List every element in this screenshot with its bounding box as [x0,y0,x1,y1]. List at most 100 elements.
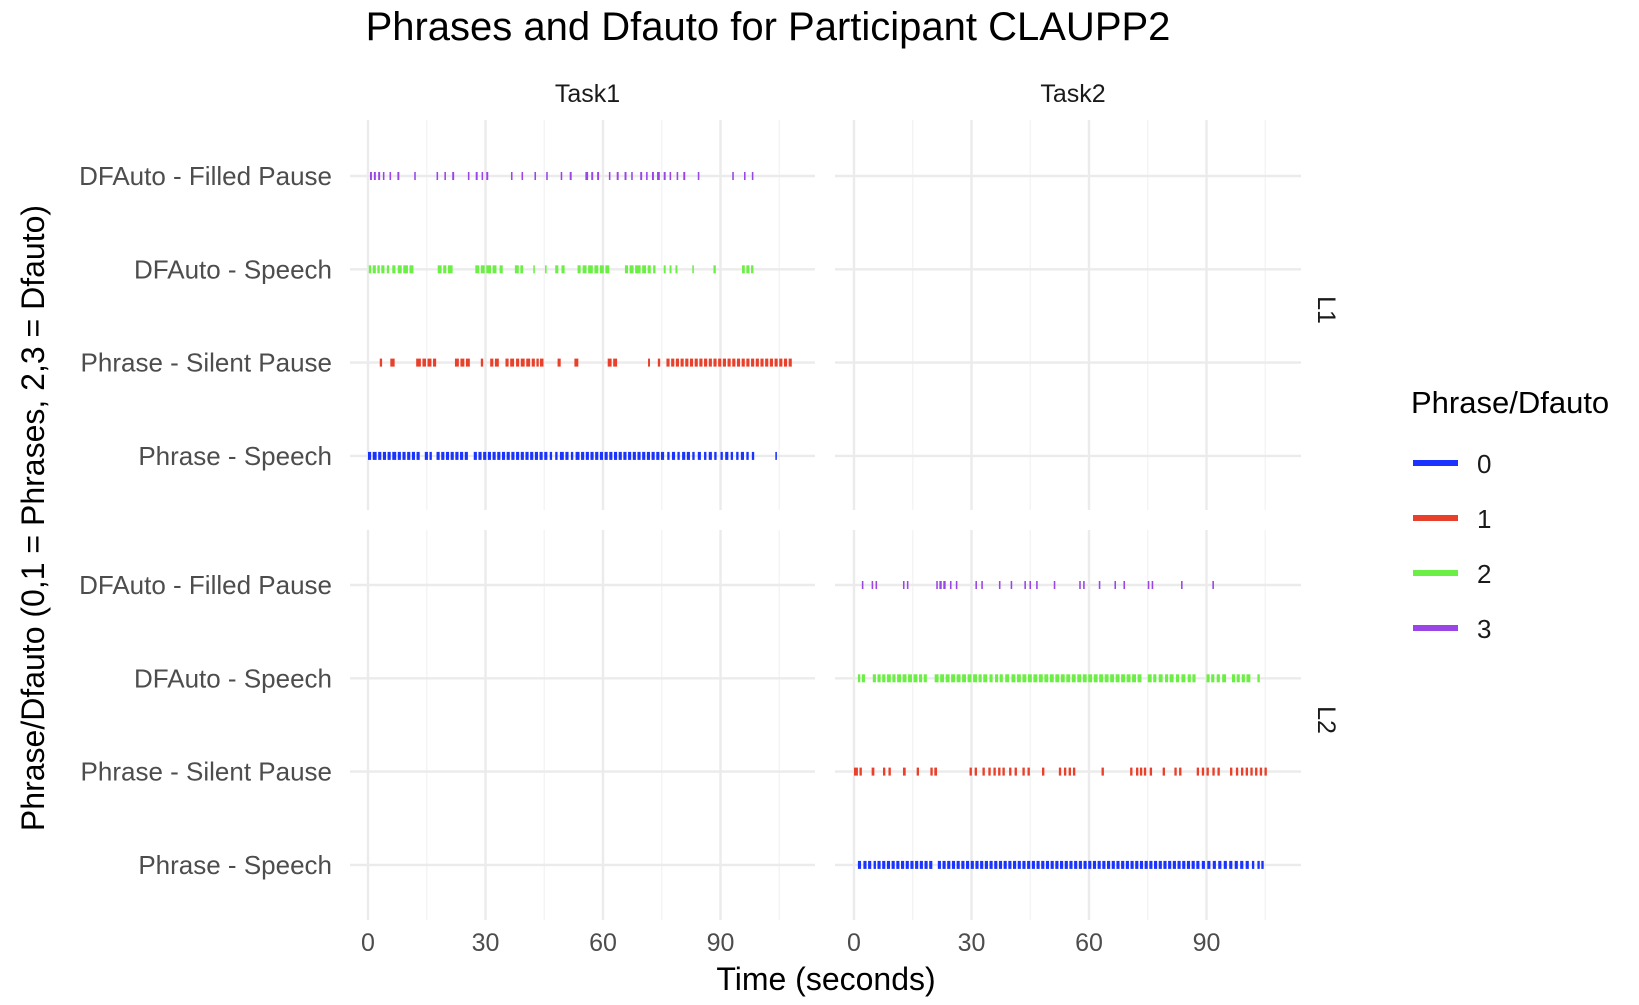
segment [896,860,900,869]
segment [947,860,951,869]
segment [1088,860,1092,869]
segment [378,451,382,460]
segment [1257,674,1260,683]
segment [526,358,531,367]
segment [635,265,641,274]
segment [437,265,442,274]
segment [569,172,572,180]
segment [873,860,876,869]
panel-task1-l2 [350,530,815,920]
series-dfauto-filled-pause [369,172,754,180]
segment [444,172,446,180]
segment [916,767,920,776]
segment [988,767,991,776]
segment [1218,860,1222,869]
segment [454,358,459,367]
facet-strip-l1: L1 [1312,296,1340,324]
segment [653,265,656,274]
segment [506,451,510,460]
segment [1031,860,1035,869]
segment [613,358,618,367]
segment [473,451,477,460]
x-tick-label: 0 [847,929,861,957]
segment [1251,860,1255,869]
segment [1212,767,1215,776]
segment [483,451,487,460]
segment [480,265,485,274]
segment [403,265,408,274]
segment [595,451,599,460]
segment [692,451,695,460]
segment [1126,674,1131,683]
segment [746,358,750,367]
segment [487,451,491,460]
segment [555,265,559,274]
segment [1101,767,1104,776]
segment [1016,674,1021,683]
segment [1217,767,1220,776]
segment [585,172,589,180]
segment [1008,860,1012,869]
facet-strip-task2: Task2 [1040,80,1105,108]
segment [669,265,672,274]
segment [390,358,395,367]
segment [1107,860,1111,869]
segment [416,358,421,367]
segment [975,581,977,589]
segment [590,451,594,460]
segment [956,860,960,869]
segment [372,451,377,460]
segment [618,451,622,460]
legend-label: 2 [1477,559,1491,589]
segment [624,172,627,180]
segment [1191,860,1195,869]
segment [1257,860,1260,869]
segment [1044,674,1049,683]
segment [1240,767,1244,776]
series-dfauto-filled-pause [861,581,1214,589]
segment [919,860,923,869]
segment [755,358,759,367]
segment [1212,860,1216,869]
segment [689,358,694,367]
panel-task1-l1 [350,120,815,510]
segment [667,451,670,460]
segment [414,172,416,180]
segment [1261,860,1264,869]
segment [549,451,553,460]
segment [520,451,524,460]
segment [978,674,982,683]
segment [746,265,750,274]
segment [1207,860,1211,869]
segment [1017,860,1021,869]
segment [397,265,402,274]
segment [897,674,901,683]
segment [475,172,478,180]
segment [1093,674,1098,683]
segment [999,674,1003,683]
segment [902,767,906,776]
segment [1111,860,1115,869]
y-tick-label: Phrase - Silent Pause [81,757,332,787]
segment [443,265,447,274]
segment [486,265,491,274]
segment [422,358,426,367]
segment [631,172,633,180]
segment [1216,674,1220,683]
segment [392,451,397,460]
segment [1235,767,1239,776]
segment [915,860,919,869]
segment [692,265,694,274]
segment [663,172,666,180]
x-axis-title: Time (seconds) [716,961,935,997]
segment [666,358,670,367]
segment [751,358,755,367]
segment [857,860,862,869]
segment [594,265,599,274]
segment [740,451,744,460]
segment [1114,581,1117,589]
segment [646,451,650,460]
segment [1083,860,1087,869]
segment [1060,860,1064,869]
